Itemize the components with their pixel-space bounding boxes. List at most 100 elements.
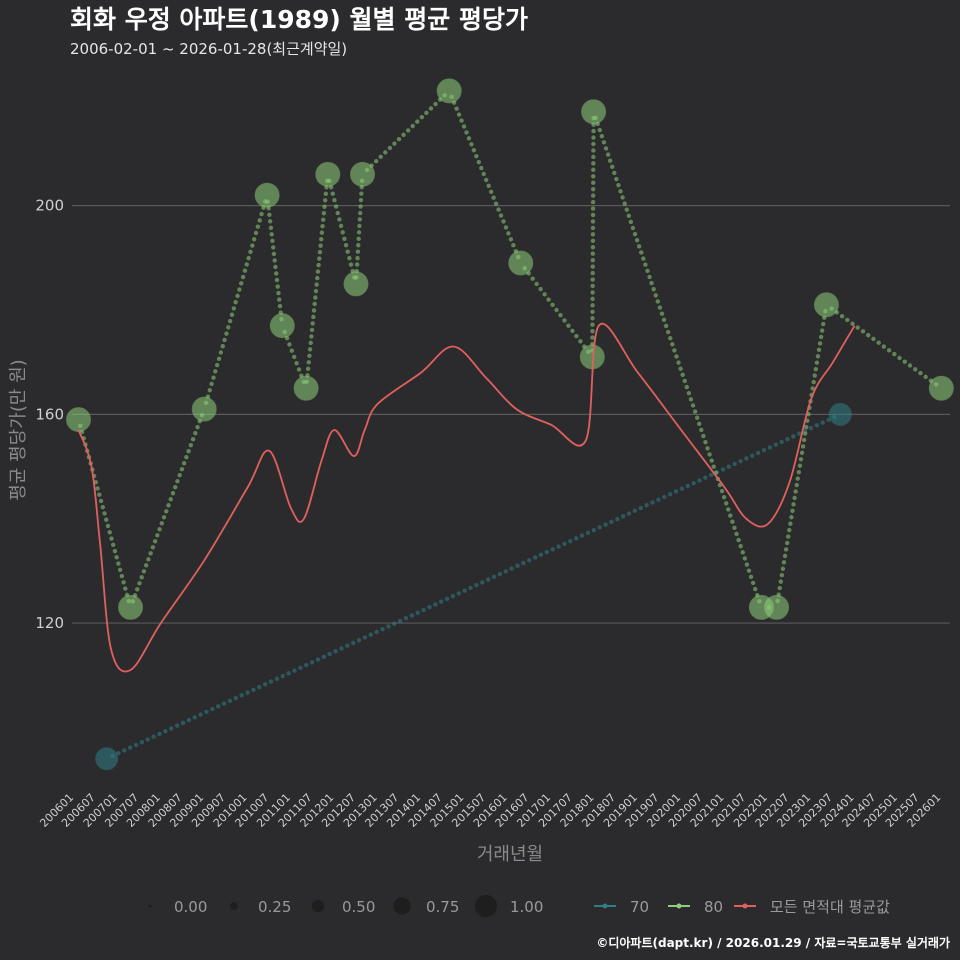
series-interp-dot — [133, 742, 139, 748]
series-interp-dot — [591, 180, 596, 185]
series-interp-dot — [358, 210, 363, 216]
series-interp-dot — [306, 360, 311, 365]
series-interp-dot — [711, 464, 716, 469]
legend-series-label: 70 — [630, 898, 649, 916]
series-interp-dot — [779, 439, 784, 445]
series-interp-dot — [151, 734, 156, 739]
series-interp-dot — [590, 290, 595, 295]
series-interp-dot — [811, 379, 816, 385]
series-interp-dot — [803, 431, 808, 436]
series-interp-dot — [97, 492, 102, 497]
series-interp-dot — [257, 684, 262, 690]
series-interp-dot — [316, 262, 321, 268]
series-interp-dot — [444, 596, 450, 602]
series-interp-dot — [814, 423, 820, 428]
series-point — [508, 250, 534, 276]
series-interp-dot — [590, 219, 596, 224]
legend-series-key-dot — [742, 903, 748, 909]
series-interp-dot — [157, 731, 162, 737]
series-interp-dot — [345, 249, 350, 254]
series-interp-dot — [788, 521, 793, 526]
series-interp-dot — [812, 373, 817, 378]
series-interp-dot — [679, 486, 685, 491]
series-interp-dot — [186, 717, 192, 723]
series-interp-dot — [590, 232, 596, 237]
series-point — [928, 375, 954, 401]
series-interp-dot — [169, 726, 174, 731]
series-interp-dot — [486, 183, 491, 189]
series-interp-dot — [605, 152, 611, 157]
series-interp-dot — [485, 577, 491, 582]
series-line — [77, 322, 856, 673]
series-interp-dot — [783, 547, 789, 552]
series-interp-dot — [554, 307, 559, 313]
series-interp-dot — [239, 281, 244, 286]
series-interp-dot — [269, 232, 274, 237]
series-interp-dot — [354, 262, 360, 267]
series-interp-dot — [313, 288, 319, 294]
series-interp-dot — [709, 458, 714, 463]
series-interp-dot — [738, 458, 743, 464]
y-tick-labels: 120 160 200 — [35, 197, 64, 632]
series-interp-dot — [597, 127, 603, 133]
series-interp-dot — [287, 342, 292, 347]
series-interp-dot — [657, 305, 663, 310]
x-axis-title: 거래년월 — [477, 844, 543, 865]
series-interp-dot — [508, 237, 514, 242]
series-interp-dot — [100, 505, 105, 510]
series-interp-dot — [110, 542, 116, 547]
series-interp-dot — [488, 189, 494, 194]
series-interp-dot — [708, 472, 714, 478]
series-interp-dot — [271, 251, 277, 257]
series-interp-dot — [248, 249, 253, 255]
series-interp-dot — [190, 436, 196, 442]
series-interp-dot — [143, 563, 149, 568]
series-interp-dot — [222, 337, 227, 343]
series-interp-dot — [672, 348, 677, 353]
series-interp-dot — [286, 671, 291, 676]
series-interp-dot — [816, 347, 822, 353]
series-1 — [66, 78, 954, 620]
series-interp-dot — [886, 348, 892, 353]
series-interp-dot — [705, 446, 710, 451]
series-interp-dot — [778, 579, 784, 584]
series-interp-dot — [740, 550, 745, 555]
series-interp-dot — [251, 687, 256, 693]
series-interp-dot — [626, 511, 632, 516]
series-interp-dot — [738, 543, 743, 549]
legend-size-dot — [474, 894, 498, 918]
series-interp-dot — [181, 461, 187, 466]
series-interp-dot — [233, 299, 238, 305]
series-interp-dot — [562, 318, 567, 323]
series-interp-dot — [556, 544, 561, 549]
series-interp-dot — [315, 657, 321, 662]
series-2 — [77, 322, 856, 673]
series-interp-dot — [590, 270, 595, 276]
series-interp-dot — [338, 223, 344, 229]
series-interp-dot — [220, 344, 225, 349]
series-interp-dot — [159, 521, 165, 526]
series-interp-dot — [309, 334, 314, 339]
series-interp-dot — [173, 485, 178, 490]
series-interp-dot — [250, 243, 255, 248]
series-interp-dot — [339, 646, 344, 651]
series-interp-dot — [614, 176, 619, 182]
series-interp-dot — [638, 505, 643, 511]
series-interp-dot — [273, 264, 278, 270]
series-interp-dot — [307, 347, 313, 352]
series-interp-dot — [123, 586, 128, 591]
series-interp-dot — [333, 204, 339, 209]
series-interp-dot — [590, 238, 596, 244]
series-interp-dot — [720, 467, 726, 472]
series-interp-dot — [319, 236, 324, 242]
series-interp-dot — [450, 593, 456, 599]
series-interp-dot — [105, 523, 111, 529]
series-interp-dot — [315, 269, 321, 274]
series-interp-dot — [748, 574, 754, 579]
series-interp-dot — [730, 519, 735, 524]
series-interp-dot — [750, 580, 756, 586]
series-interp-dot — [826, 417, 831, 423]
series-interp-dot — [313, 295, 318, 300]
series-interp-dot — [616, 182, 621, 188]
series-interp-dot — [267, 219, 273, 224]
